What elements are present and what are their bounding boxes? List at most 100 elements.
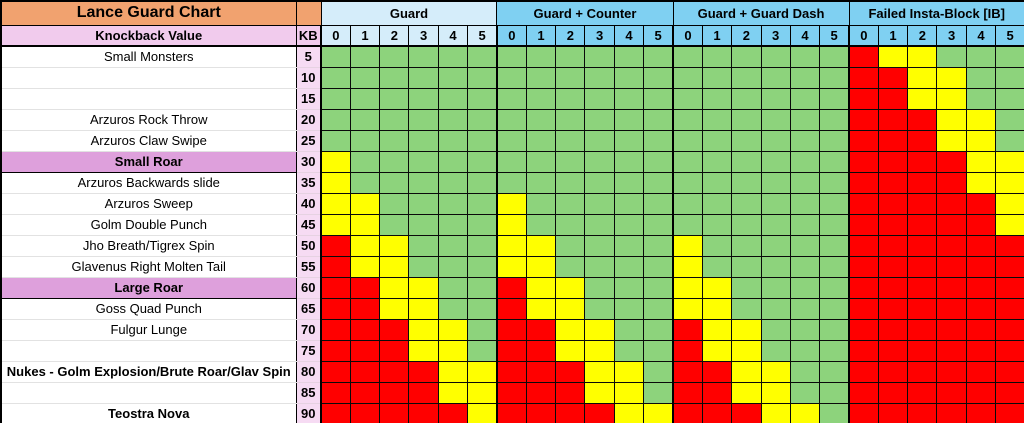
grid-cell: [819, 150, 850, 173]
table-row-kb-45: Golm Double Punch 45: [1, 213, 1024, 236]
chart-title: Lance Guard Chart: [0, 0, 297, 26]
grid-cell: [907, 213, 938, 236]
grid-cell: [349, 45, 381, 68]
grid-cell: [877, 276, 909, 299]
grid-cell: [495, 45, 527, 68]
level-header-1-3: 3: [584, 24, 615, 47]
grid-cell: [320, 150, 351, 173]
grid-cell: [877, 297, 909, 320]
grid-cell: [525, 108, 557, 131]
attack-name-label: [1, 87, 297, 110]
grid-cell: [408, 360, 439, 383]
grid-cell: [965, 45, 997, 68]
grid-cell: [936, 213, 967, 236]
kb-value-label: 50: [295, 234, 322, 257]
grid-cell: [731, 192, 762, 215]
grid-cell: [819, 255, 850, 278]
grid-cell: [584, 150, 615, 173]
grid-cell: [467, 255, 498, 278]
grid-cell: [907, 339, 938, 362]
grid-cell: [760, 339, 791, 362]
grid-cell: [847, 402, 879, 423]
grid-cell: [819, 318, 850, 341]
table-row-kb-50: Jho Breath/Tigrex Spin 50: [1, 234, 1024, 257]
grid-cell: [995, 108, 1024, 131]
table-row-kb-80: Nukes - Golm Explosion/Brute Roar/Glav S…: [1, 360, 1024, 383]
grid-cell: [907, 171, 938, 194]
grid-cell: [847, 276, 879, 299]
grid-cell: [320, 129, 351, 152]
grid-cell: [731, 234, 762, 257]
grid-cell: [555, 66, 586, 89]
grid-cell: [731, 360, 762, 383]
grid-cell: [760, 276, 791, 299]
grid-cell: [349, 318, 381, 341]
grid-cell: [643, 129, 674, 152]
grid-cell: [965, 339, 997, 362]
attack-name-label: Large Roar: [1, 276, 297, 299]
grid-cell: [819, 87, 850, 110]
grid-cell: [907, 255, 938, 278]
grid-cell: [525, 192, 557, 215]
grid-cell: [760, 45, 791, 68]
grid-cell: [907, 129, 938, 152]
grid-cell: [877, 129, 909, 152]
grid-cell: [643, 234, 674, 257]
grid-cell: [525, 66, 557, 89]
grid-cell: [437, 381, 469, 404]
grid-cell: [495, 150, 527, 173]
table-row-kb-10: 10: [1, 66, 1024, 89]
grid-cell: [936, 192, 967, 215]
grid-cell: [320, 66, 351, 89]
kb-value-label: 85: [295, 381, 322, 404]
grid-cell: [847, 339, 879, 362]
grid-cell: [349, 87, 381, 110]
level-header-3-0: 0: [847, 24, 879, 47]
table-row-kb-70: Fulgur Lunge 70: [1, 318, 1024, 341]
attack-name-label: [1, 66, 297, 89]
grid-cell: [408, 339, 439, 362]
grid-cell: [877, 87, 909, 110]
grid-cell: [643, 402, 674, 423]
attack-name-label: Arzuros Rock Throw: [1, 108, 297, 131]
grid-cell: [672, 381, 703, 404]
grid-cell: [495, 129, 527, 152]
grid-cell: [320, 318, 351, 341]
grid-cell: [995, 66, 1024, 89]
grid-cell: [731, 108, 762, 131]
attack-name-label: Teostra Nova: [1, 402, 297, 423]
grid-cell: [672, 402, 703, 423]
grid-cell: [701, 108, 733, 131]
title-row: Lance Guard Chart Guard Guard + Counter …: [0, 0, 1024, 26]
grid-cell: [819, 339, 850, 362]
table-row-kb-90: Teostra Nova 90: [1, 402, 1024, 423]
grid-cell: [995, 276, 1024, 299]
grid-cell: [495, 339, 527, 362]
grid-cell: [525, 339, 557, 362]
grid-cell: [643, 171, 674, 194]
level-header-1-1: 1: [525, 24, 557, 47]
grid-cell: [965, 192, 997, 215]
grid-cell: [877, 339, 909, 362]
grid-cell: [936, 66, 967, 89]
grid-cell: [467, 45, 498, 68]
grid-cell: [555, 276, 586, 299]
grid-cell: [584, 87, 615, 110]
grid-cell: [349, 66, 381, 89]
grid-cell: [525, 234, 557, 257]
grid-cell: [965, 276, 997, 299]
grid-cell: [819, 171, 850, 194]
grid-cell: [643, 87, 674, 110]
level-header-2-1: 1: [701, 24, 733, 47]
level-header-3-2: 2: [907, 24, 938, 47]
grid-cell: [349, 129, 381, 152]
grid-cell: [731, 150, 762, 173]
grid-cell: [760, 87, 791, 110]
grid-cell: [907, 192, 938, 215]
grid-cell: [379, 192, 410, 215]
grid-cell: [907, 360, 938, 383]
grid-cell: [965, 108, 997, 131]
grid-cell: [408, 297, 439, 320]
grid-cell: [525, 150, 557, 173]
grid-cell: [936, 360, 967, 383]
